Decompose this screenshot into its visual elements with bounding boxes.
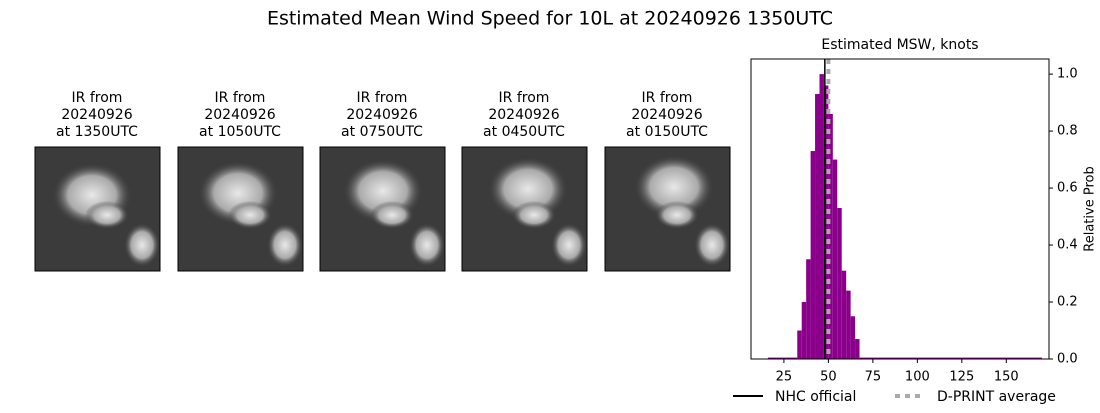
x-tick-label: 75 [865,370,882,385]
bar [832,159,838,359]
cloud [228,201,272,229]
legend-label: NHC official [775,389,856,405]
chart-title: Estimated MSW, knots [821,37,978,53]
bar [801,302,807,359]
bar [850,316,856,359]
y-tick-label: 1.0 [1057,67,1078,82]
axes-frame [750,58,1050,360]
x-tick-label: 125 [949,370,974,385]
panel-title: 20240926 [631,107,702,123]
image-border [319,146,446,272]
bar [841,270,847,359]
bar [810,151,816,359]
panel-title: IR from [642,90,693,106]
bar [855,339,860,359]
panel-title: 20240926 [488,107,559,123]
bar [815,94,820,360]
cloud [634,155,714,219]
image-border [461,146,588,272]
cloud [124,223,160,267]
bar [797,330,802,359]
x-tick-label: 50 [820,370,837,385]
ir-image [177,146,304,272]
panel-title: at 1350UTC [56,124,138,140]
bar [846,290,851,359]
y-tick-label: 0.6 [1057,181,1078,196]
legend-label: D-PRINT average [937,389,1056,405]
panel-title: 20240926 [204,107,275,123]
x-tick-label: 100 [905,370,930,385]
panel-title: IR from [357,90,408,106]
panel-title: at 0150UTC [626,124,708,140]
ir-image [461,146,588,272]
y-tick-label: 0.2 [1057,295,1078,310]
figure-title: Estimated Mean Wind Speed for 10L at 202… [267,8,833,30]
y-tick-label: 0.4 [1057,238,1078,253]
bar [837,208,842,359]
y-tick-label: 0.0 [1057,352,1078,367]
x-tick-label: 25 [776,370,793,385]
ir-image [319,146,446,272]
image-border [177,146,304,272]
panel-title: at 0450UTC [483,124,565,140]
y-tick-label: 0.8 [1057,124,1078,139]
bar [767,357,798,359]
cloud [267,223,303,267]
panel-title: 20240926 [346,107,417,123]
bar [806,259,811,359]
cloud [551,223,587,267]
image-border [604,146,731,272]
bar [819,74,824,359]
panel-title: at 0750UTC [341,124,423,140]
panel-title: at 1050UTC [199,124,281,140]
bar [859,357,1042,359]
histogram-chart: Estimated MSW, knots 25 50 75 100 125 150 0.0 0.… [733,37,1098,405]
y-axis-label: Relative Prob [1083,166,1098,251]
panel-title: IR from [215,90,266,106]
image-border [34,146,161,272]
ir-image [34,146,161,272]
panel-title: IR from [72,90,123,106]
panel-title: 20240926 [61,107,132,123]
cloud [409,223,445,267]
x-tick-label: 150 [994,370,1019,385]
bar [823,85,829,359]
cloud [655,201,699,229]
cloud [694,223,730,267]
cloud [370,201,414,229]
cloud [85,201,129,229]
ir-image [604,146,731,272]
bar [828,113,833,360]
cloud [512,201,556,229]
panel-title: IR from [499,90,550,106]
